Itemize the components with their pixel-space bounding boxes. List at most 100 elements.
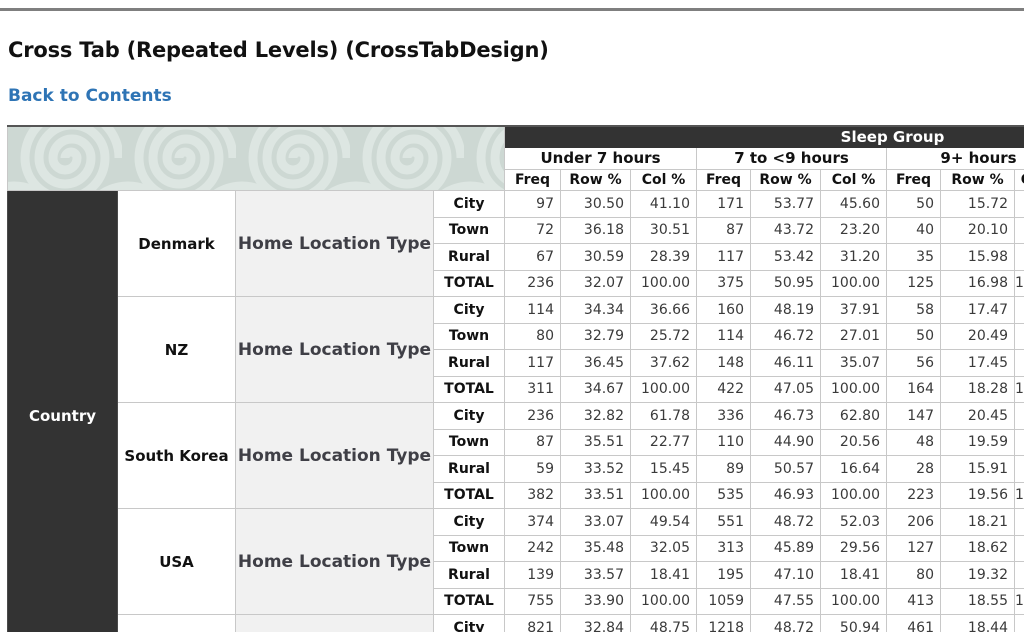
value-cell: 236	[504, 402, 561, 430]
banner-row: Sleep Group	[7, 125, 1024, 191]
value-cell: 53.42	[750, 243, 821, 271]
row-label-cell: City	[433, 508, 505, 536]
value-cell: 171	[696, 190, 751, 218]
value-cell: 336	[696, 402, 751, 430]
row-label-cell: Rural	[433, 455, 505, 483]
country-axis-header: Country	[7, 190, 118, 632]
value-cell	[1014, 190, 1024, 218]
crosstab-table: Sleep Group Under 7 hours 7 to <9 hours 9+…	[7, 125, 1024, 632]
value-cell: 1218	[696, 614, 751, 632]
row-label-cell: TOTAL	[433, 375, 505, 403]
value-cell: 40	[886, 216, 941, 244]
dimension-cell-2: Home Location Type	[235, 402, 434, 509]
row-label-cell: Rural	[433, 243, 505, 271]
value-cell: 49.54	[630, 508, 697, 536]
value-cell: 20.10	[940, 216, 1015, 244]
row-label-cell: City	[433, 402, 505, 430]
value-cell: 100.00	[1014, 481, 1024, 509]
value-cell: 32.82	[560, 402, 631, 430]
row-label-cell: City	[433, 190, 505, 218]
value-cell: 311	[504, 375, 561, 403]
value-cell: 100.00	[820, 587, 887, 615]
country-name-cell-4	[117, 614, 236, 632]
value-cell: 36.45	[560, 349, 631, 377]
value-cell: 382	[504, 481, 561, 509]
value-cell: 53.77	[750, 190, 821, 218]
value-cell: 48.72	[750, 614, 821, 632]
country-name-cell-1: NZ	[117, 296, 236, 403]
value-cell: 206	[886, 508, 941, 536]
value-cell: 148	[696, 349, 751, 377]
value-cell	[1014, 614, 1024, 632]
dimension-cell-0: Home Location Type	[235, 190, 434, 297]
value-cell: 147	[886, 402, 941, 430]
page-title: Cross Tab (Repeated Levels) (CrossTabDes…	[8, 38, 549, 62]
table-row: Country Denmark Home Location Type City 97 30…	[7, 190, 1024, 632]
value-cell: 15.72	[940, 190, 1015, 218]
value-cell: 50	[886, 190, 941, 218]
value-cell: 47.05	[750, 375, 821, 403]
value-cell	[1014, 561, 1024, 589]
back-to-contents-link[interactable]: Back to Contents	[8, 86, 172, 106]
value-cell: 45.89	[750, 534, 821, 562]
value-cell: 17.47	[940, 296, 1015, 324]
row-label-cell: Town	[433, 534, 505, 562]
value-cell: 30.51	[630, 216, 697, 244]
value-cell: 16.98	[940, 269, 1015, 297]
value-cell: 36.18	[560, 216, 631, 244]
value-cell: 139	[504, 561, 561, 589]
value-cell: 35.51	[560, 428, 631, 456]
value-cell	[1014, 322, 1024, 350]
country-name-cell-2: South Korea	[117, 402, 236, 509]
dimension-cell-1: Home Location Type	[235, 296, 434, 403]
value-cell	[1014, 428, 1024, 456]
value-cell: 223	[886, 481, 941, 509]
value-cell: 48	[886, 428, 941, 456]
value-cell: 46.72	[750, 322, 821, 350]
table-row: Rural 139 33.57 18.41 195 47.10 18.41 80 19.32	[8, 561, 1024, 589]
value-cell: 32.07	[560, 269, 631, 297]
value-cell	[1014, 455, 1024, 483]
value-cell: 164	[886, 375, 941, 403]
group-header-row: Under 7 hours 7 to <9 hours 9+ hours	[8, 147, 1024, 170]
measure-header-0-1: Row %	[560, 168, 631, 192]
value-cell: 535	[696, 481, 751, 509]
row-label-cell: TOTAL	[433, 269, 505, 297]
value-cell: 114	[504, 296, 561, 324]
measure-header-2-0: Freq	[886, 168, 941, 192]
country-name-cell-3: USA	[117, 508, 236, 615]
value-cell: 19.32	[940, 561, 1015, 589]
value-cell: 33.52	[560, 455, 631, 483]
value-cell: 67	[504, 243, 561, 271]
dimension-cell-4	[235, 614, 434, 632]
table-header: Sleep Group Under 7 hours 7 to <9 hours 9+…	[7, 125, 1024, 192]
value-cell: 52.03	[820, 508, 887, 536]
table-row: TOTAL 755 33.90 100.00 1059 47.55 100.00 413 18.…	[8, 587, 1024, 615]
value-cell: 87	[504, 428, 561, 456]
value-cell: 242	[504, 534, 561, 562]
value-cell: 551	[696, 508, 751, 536]
value-cell: 30.59	[560, 243, 631, 271]
value-cell: 29.56	[820, 534, 887, 562]
value-cell: 59	[504, 455, 561, 483]
value-cell: 100.00	[1014, 269, 1024, 297]
value-cell: 755	[504, 587, 561, 615]
value-cell: 34.34	[560, 296, 631, 324]
table-row: TOTAL 382 33.51 100.00 535 46.93 100.00 223 19.5…	[8, 481, 1024, 509]
value-cell: 117	[504, 349, 561, 377]
measure-header-0-0: Freq	[504, 168, 561, 192]
row-label-cell: Rural	[433, 561, 505, 589]
value-cell: 87	[696, 216, 751, 244]
value-cell: 19.56	[940, 481, 1015, 509]
value-cell: 46.73	[750, 402, 821, 430]
table-row: Rural 67 30.59 28.39 117 53.42 31.20 35 15.98	[8, 243, 1024, 271]
value-cell: 35.48	[560, 534, 631, 562]
value-cell: 15.45	[630, 455, 697, 483]
value-cell: 110	[696, 428, 751, 456]
value-cell: 114	[696, 322, 751, 350]
value-cell	[1014, 216, 1024, 244]
measure-header-1-1: Row %	[750, 168, 821, 192]
table-row: Town 72 36.18 30.51 87 43.72 23.20 40 20.10	[8, 216, 1024, 244]
value-cell: 41.10	[630, 190, 697, 218]
